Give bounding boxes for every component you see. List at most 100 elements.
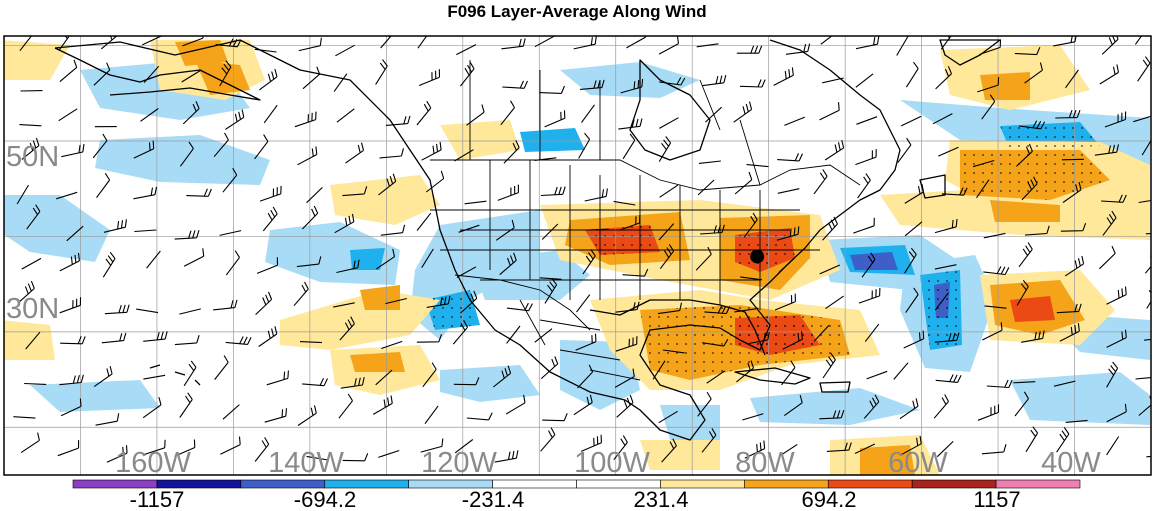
wind-barb <box>219 230 242 236</box>
wind-barb <box>1138 199 1151 204</box>
wind-barb <box>813 169 828 195</box>
wind-barb <box>544 110 566 128</box>
wind-barb <box>20 432 40 454</box>
wind-barb <box>492 365 512 388</box>
wind-barb <box>822 77 844 84</box>
wind-barb <box>820 36 833 45</box>
negative-anomaly-core <box>520 128 585 152</box>
wind-barb <box>853 217 875 234</box>
wind-barb <box>302 66 321 90</box>
wind-barb <box>658 410 678 424</box>
wind-barb <box>452 320 468 345</box>
wind-barb <box>1021 176 1038 201</box>
wind-barb <box>744 440 766 459</box>
wind-barb <box>986 379 1013 389</box>
wind-barb <box>1060 223 1087 232</box>
wind-barb <box>182 36 204 47</box>
wind-barb <box>904 221 923 237</box>
wind-barb <box>982 322 1003 341</box>
wind-barb <box>143 65 160 83</box>
wind-barb <box>264 408 288 423</box>
wind-barb <box>661 438 677 463</box>
positive-anomaly-core <box>350 352 405 372</box>
wind-barb <box>506 302 533 312</box>
wind-barb <box>254 134 269 160</box>
wind-barb <box>420 438 444 453</box>
wind-barb <box>61 144 85 158</box>
wind-barb <box>616 394 634 418</box>
wind-barb <box>899 398 919 420</box>
negative-anomaly-area <box>1010 372 1150 425</box>
wind-barb <box>905 61 919 88</box>
wind-barb <box>977 404 1000 421</box>
wind-barb <box>940 36 952 50</box>
colorbar-swatch <box>995 479 1081 489</box>
wind-barb <box>372 395 393 415</box>
wind-barb <box>505 394 526 415</box>
wind-barb <box>620 78 644 94</box>
wind-barb <box>1059 323 1080 342</box>
wind-barb <box>938 146 959 157</box>
wind-barb <box>499 252 517 276</box>
wind-barb <box>375 369 393 386</box>
wind-barb <box>736 45 763 54</box>
greenland-coastline <box>939 39 1001 66</box>
wind-barb <box>824 139 845 161</box>
lon-label: 100W <box>574 447 650 479</box>
wind-barb <box>534 328 553 343</box>
wind-barb <box>1144 338 1151 341</box>
wind-barb <box>26 204 41 230</box>
wind-barb <box>1016 143 1033 167</box>
wind-barb <box>706 370 726 384</box>
positive-anomaly-core <box>990 200 1060 222</box>
wind-barb <box>864 323 880 342</box>
wind-barb <box>495 219 515 241</box>
wind-barb <box>222 167 238 193</box>
wind-barb <box>534 157 557 161</box>
wind-barb <box>579 79 605 90</box>
wind-barb <box>615 336 638 352</box>
wind-barb <box>500 100 515 126</box>
wind-barb <box>539 277 562 280</box>
wind-barb <box>302 205 319 230</box>
wind-barb <box>466 104 485 126</box>
wind-barb <box>506 325 521 344</box>
wind-barb <box>93 62 111 86</box>
wind-barb <box>622 133 636 160</box>
wind-barb <box>578 132 591 159</box>
wind-barb <box>701 428 717 453</box>
wind-barb <box>140 108 159 122</box>
wind-barb <box>59 374 84 386</box>
wind-barb <box>1061 158 1084 161</box>
wind-barb <box>539 85 566 94</box>
wind-barb <box>306 455 329 461</box>
positive-anomaly-area <box>440 120 520 160</box>
lat-lon-grid <box>4 36 1151 475</box>
wind-barb <box>1106 361 1119 388</box>
wind-barb <box>179 141 194 167</box>
wind-barb <box>904 183 925 204</box>
wind-barb <box>416 334 443 343</box>
wind-barb <box>417 36 428 49</box>
wind-barb <box>174 230 200 240</box>
positive-anomaly-area <box>4 40 70 80</box>
wind-barb <box>381 340 403 350</box>
wind-barb <box>16 184 29 205</box>
wind-barb <box>333 302 355 308</box>
wind-barb <box>696 43 719 48</box>
positive-anomaly-core <box>360 285 400 310</box>
wind-barb <box>143 439 166 456</box>
wind-barb <box>896 36 909 56</box>
wind-barb <box>1094 144 1120 156</box>
wind-barb <box>785 43 811 55</box>
wind-barb <box>700 224 725 235</box>
wind-barb <box>576 294 591 313</box>
hudson-bay-coastline <box>629 59 711 161</box>
wind-barb <box>934 264 957 270</box>
wind-barb <box>861 252 876 278</box>
wind-barb <box>704 305 731 315</box>
wind-barb <box>254 437 270 462</box>
wind-barb <box>92 133 108 159</box>
wind-barb <box>933 394 949 419</box>
wind-barb <box>143 374 166 380</box>
